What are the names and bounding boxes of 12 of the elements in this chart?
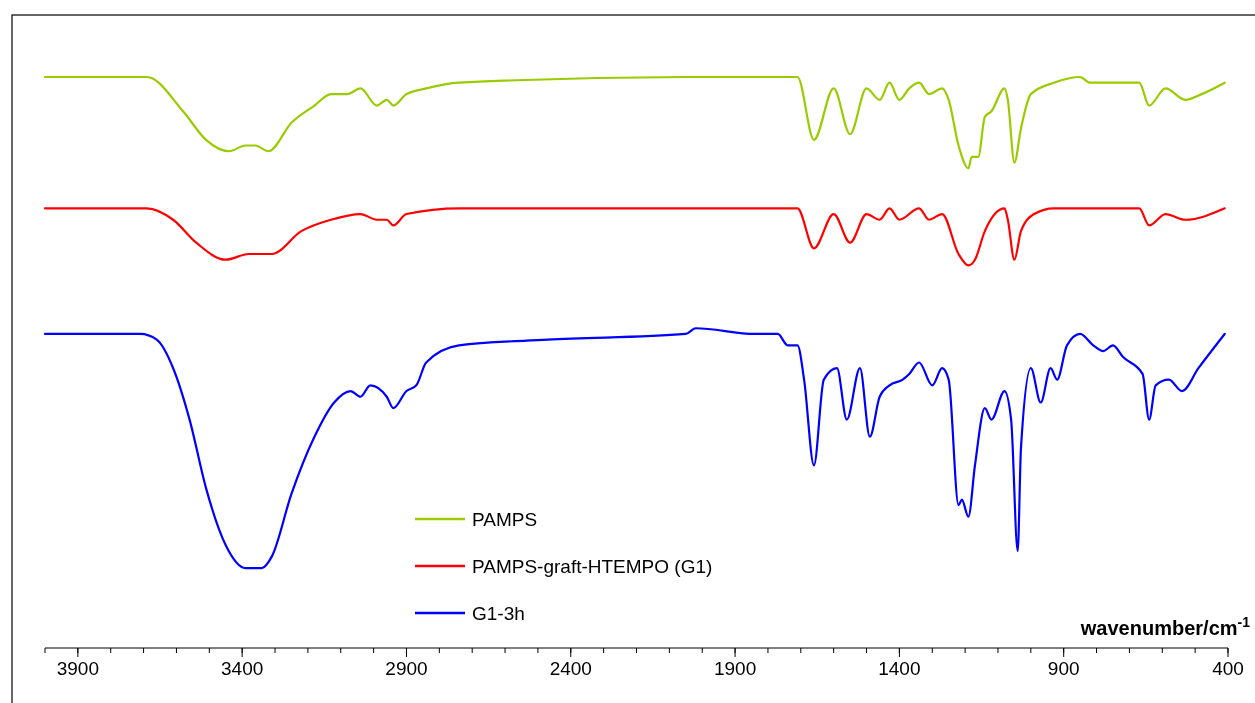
x-tick-label: 400 xyxy=(1212,658,1244,679)
x-axis-title: wavenumber/cm$^{-1}$ xyxy=(1079,614,1251,639)
legend-label: G1-3h xyxy=(472,603,525,624)
x-tick-label: 2900 xyxy=(385,658,428,679)
x-tick-label: 2400 xyxy=(549,658,592,679)
x-tick-label: 1400 xyxy=(878,658,921,679)
x-tick-label: 3900 xyxy=(56,658,99,679)
legend-label: PAMPS xyxy=(472,509,538,530)
legend-label: PAMPS-graft-HTEMPO (G1) xyxy=(472,556,713,577)
x-tick-label: 900 xyxy=(1047,658,1080,679)
x-tick-label: 1900 xyxy=(713,658,757,679)
x-tick-label: 3400 xyxy=(221,658,264,679)
